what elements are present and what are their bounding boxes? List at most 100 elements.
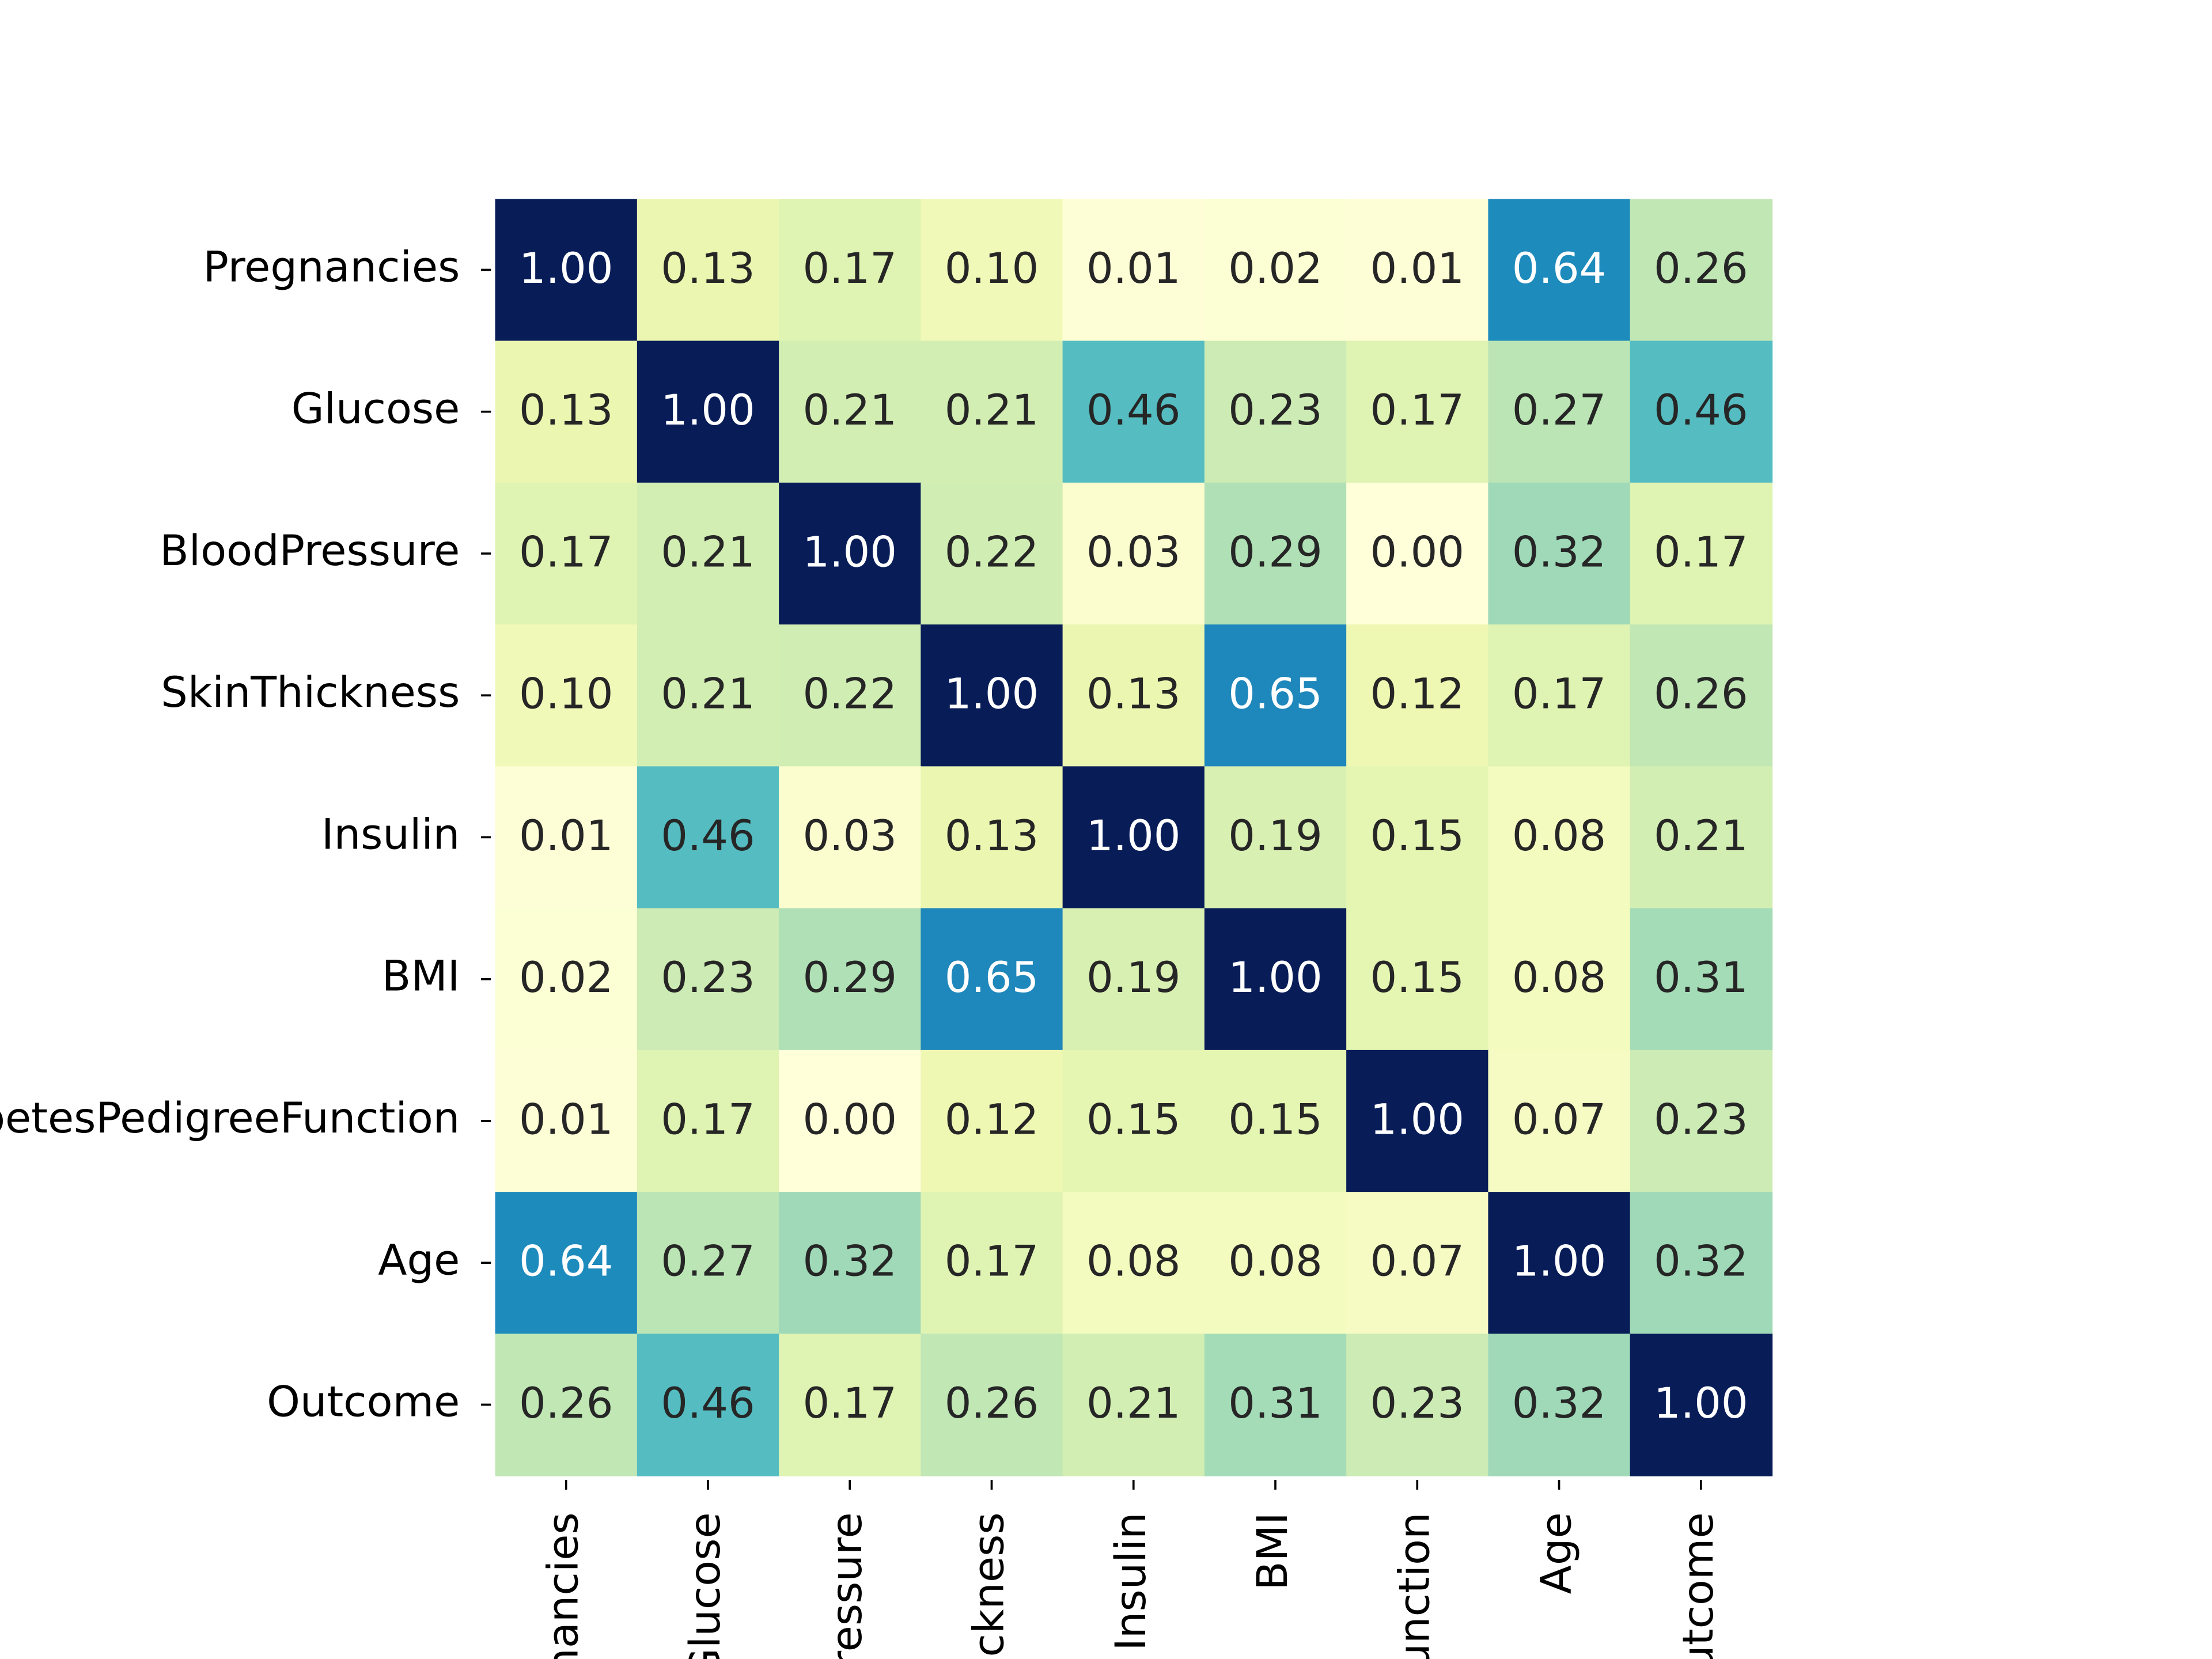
heatmap-cell: [1630, 199, 1773, 342]
cell-label: 0.17: [802, 1379, 897, 1428]
heatmap-cell: [1204, 908, 1347, 1051]
y-tick-label: DiabetesPedigreeFunction: [0, 1094, 460, 1143]
cell-label: 0.64: [519, 1237, 613, 1286]
heatmap-cell: [1630, 766, 1773, 909]
heatmap-cell: [779, 908, 922, 1051]
cell-label: 0.01: [1370, 244, 1464, 293]
heatmap-cell: [779, 340, 922, 484]
cell-label: 0.01: [519, 812, 613, 861]
heatmap-cell: [779, 199, 922, 342]
x-tick-label: BloodPressure: [823, 1512, 872, 1659]
heatmap-cell: [779, 766, 922, 909]
cell-label: 0.00: [802, 1095, 897, 1144]
cell-label: 0.03: [1086, 528, 1181, 577]
heatmap-cell: [1346, 908, 1489, 1051]
heatmap-cell: [1346, 340, 1489, 484]
heatmap-cell: [921, 766, 1063, 909]
heatmap-cell: [1062, 1334, 1206, 1476]
heatmap-cell: [637, 199, 780, 342]
y-tick-label: Glucose: [291, 385, 460, 434]
x-tick-label: Pregnancies: [539, 1512, 588, 1659]
cell-label: 0.17: [945, 1237, 1039, 1286]
heatmap-cell: [1630, 624, 1773, 767]
heatmap-cell: [495, 482, 638, 626]
heatmap-cell: [1204, 766, 1347, 909]
heatmap-cell: [495, 766, 638, 909]
cell-label: 0.46: [661, 812, 755, 861]
heatmap-cell: [1204, 624, 1347, 767]
cell-label: 0.13: [1086, 670, 1181, 719]
cell-label: 0.26: [1654, 670, 1748, 719]
x-tick-label: Outcome: [1674, 1512, 1723, 1659]
cell-label: 0.26: [1654, 244, 1748, 293]
heatmap-cell: [1488, 908, 1631, 1051]
heatmap-cell: [637, 908, 780, 1051]
cell-label: 0.17: [1654, 528, 1748, 577]
cell-label: 0.46: [661, 1379, 755, 1428]
y-tick-label: Outcome: [267, 1378, 460, 1427]
heatmap-cell: [637, 624, 780, 767]
heatmap-cell: [637, 482, 780, 626]
x-tick-label: Insulin: [1107, 1512, 1156, 1650]
heatmap-cell: [1204, 1050, 1347, 1193]
cell-label: 0.08: [1512, 812, 1607, 861]
heatmap-cell: [1062, 1192, 1206, 1335]
heatmap-cell: [495, 908, 638, 1051]
cell-label: 0.21: [661, 528, 755, 577]
heatmap-cell: [637, 766, 780, 909]
heatmap-cell: [1630, 908, 1773, 1051]
heatmap-cell: [779, 1192, 922, 1335]
heatmap-cell: [495, 1050, 638, 1193]
heatmap-cell: [1630, 340, 1773, 484]
heatmap-cell: [921, 1192, 1063, 1335]
heatmap-cell: [1488, 482, 1631, 626]
heatmap-cell: [921, 199, 1063, 342]
heatmap-cell: [1488, 624, 1631, 767]
cell-label: 0.12: [945, 1095, 1039, 1144]
cell-label: 0.08: [1228, 1237, 1323, 1286]
heatmap-cell: [921, 908, 1063, 1051]
cell-label: 0.15: [1086, 1095, 1181, 1144]
cell-label: 1.00: [661, 386, 755, 435]
heatmap-cell: [495, 340, 638, 484]
heatmap-cell: [921, 1050, 1063, 1193]
cell-label: 0.03: [802, 812, 897, 861]
heatmap-cell: [1346, 1192, 1489, 1335]
heatmap-cell: [921, 482, 1063, 626]
heatmap-cell: [779, 1334, 922, 1476]
cell-label: 0.08: [1086, 1237, 1181, 1286]
cell-label: 0.07: [1370, 1237, 1464, 1286]
cell-label: 0.13: [945, 812, 1039, 861]
cell-label: 0.64: [1512, 244, 1607, 293]
heatmap-cell: [1062, 624, 1206, 767]
cell-label: 0.08: [1512, 953, 1607, 1002]
cell-label: 0.23: [1654, 1095, 1748, 1144]
heatmap-cell: [1062, 340, 1206, 484]
heatmap-cell: [921, 1334, 1063, 1476]
cell-label: 1.00: [802, 528, 897, 577]
cell-label: 0.27: [661, 1237, 755, 1286]
heatmap-cell: [1488, 199, 1631, 342]
heatmap-cell: [1630, 1050, 1773, 1193]
cell-label: 0.32: [1654, 1237, 1748, 1286]
cell-label: 0.00: [1370, 528, 1464, 577]
cell-label: 0.02: [1228, 244, 1323, 293]
heatmap-cell: [1488, 1050, 1631, 1193]
cell-label: 1.00: [1086, 812, 1181, 861]
cell-label: 0.02: [519, 953, 613, 1002]
y-tick-label: BMI: [382, 952, 460, 1001]
cell-label: 0.27: [1512, 386, 1607, 435]
heatmap-cell: [1062, 908, 1206, 1051]
heatmap-cell: [921, 624, 1063, 767]
cell-label: 0.21: [1654, 812, 1748, 861]
heatmap-cell: [1204, 482, 1347, 626]
heatmap-cell: [1204, 1334, 1347, 1476]
cell-label: 0.23: [661, 953, 755, 1002]
cell-label: 0.22: [945, 528, 1039, 577]
cell-label: 0.15: [1228, 1095, 1323, 1144]
heatmap-cell: [1062, 766, 1206, 909]
heatmap-cell: [779, 1050, 922, 1193]
heatmap-cell: [1062, 1050, 1206, 1193]
